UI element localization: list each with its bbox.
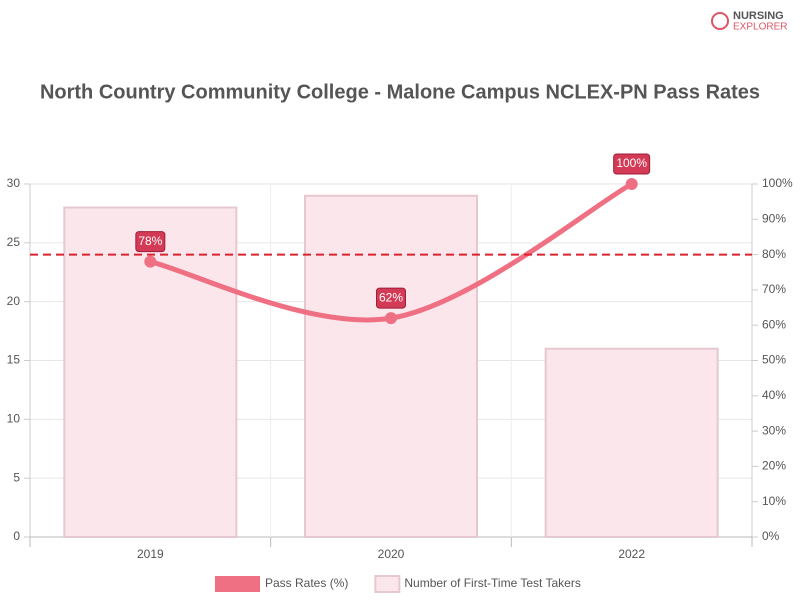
y2-tick-label: 0% xyxy=(762,529,780,543)
bar xyxy=(304,194,478,538)
y-tick-label: 15 xyxy=(7,353,21,367)
y-tick-label: 5 xyxy=(13,470,20,484)
y-tick-label: 0 xyxy=(13,529,20,543)
y2-tick-label: 40% xyxy=(762,388,786,402)
legend-swatch xyxy=(215,576,260,592)
bar xyxy=(544,347,719,538)
y2-tick-label: 60% xyxy=(762,317,786,331)
y2-tick-label: 50% xyxy=(762,353,786,367)
data-label: 100% xyxy=(616,156,647,170)
logo-text: NURSING xyxy=(733,10,784,22)
y2-tick-label: 80% xyxy=(762,247,786,261)
y2-tick-label: 90% xyxy=(762,211,786,225)
y2-tick-label: 20% xyxy=(762,459,786,473)
line-point xyxy=(625,178,638,190)
x-tick-label: 2022 xyxy=(618,547,645,561)
y2-tick-label: 10% xyxy=(762,494,786,508)
y2-tick-label: 30% xyxy=(762,423,786,437)
data-label-bg xyxy=(376,287,406,309)
y2-tick-label: 100% xyxy=(762,176,793,190)
y-tick-label: 20 xyxy=(7,294,21,308)
legend-label: Pass Rates (%) xyxy=(265,576,348,590)
line-point xyxy=(385,312,397,325)
logo-text: EXPLORER xyxy=(733,22,787,33)
data-label: 78% xyxy=(138,234,162,248)
x-tick-label: 2019 xyxy=(137,547,164,561)
logo-icon xyxy=(711,12,729,30)
y-tick-label: 30 xyxy=(7,176,21,190)
logo: NURSING EXPLORER xyxy=(711,10,787,33)
data-label-bg xyxy=(135,231,166,253)
line-point xyxy=(144,255,157,268)
data-label-bg xyxy=(613,153,651,175)
data-label: 62% xyxy=(379,290,403,304)
y-tick-label: 25 xyxy=(7,235,21,249)
legend-swatch xyxy=(374,575,401,593)
y2-tick-label: 70% xyxy=(762,282,786,296)
legend-label: Number of First-Time Test Takers xyxy=(404,576,580,590)
y-tick-label: 10 xyxy=(7,412,21,426)
chart-title: North Country Community College - Malone… xyxy=(40,81,760,103)
x-tick-label: 2020 xyxy=(378,547,405,561)
